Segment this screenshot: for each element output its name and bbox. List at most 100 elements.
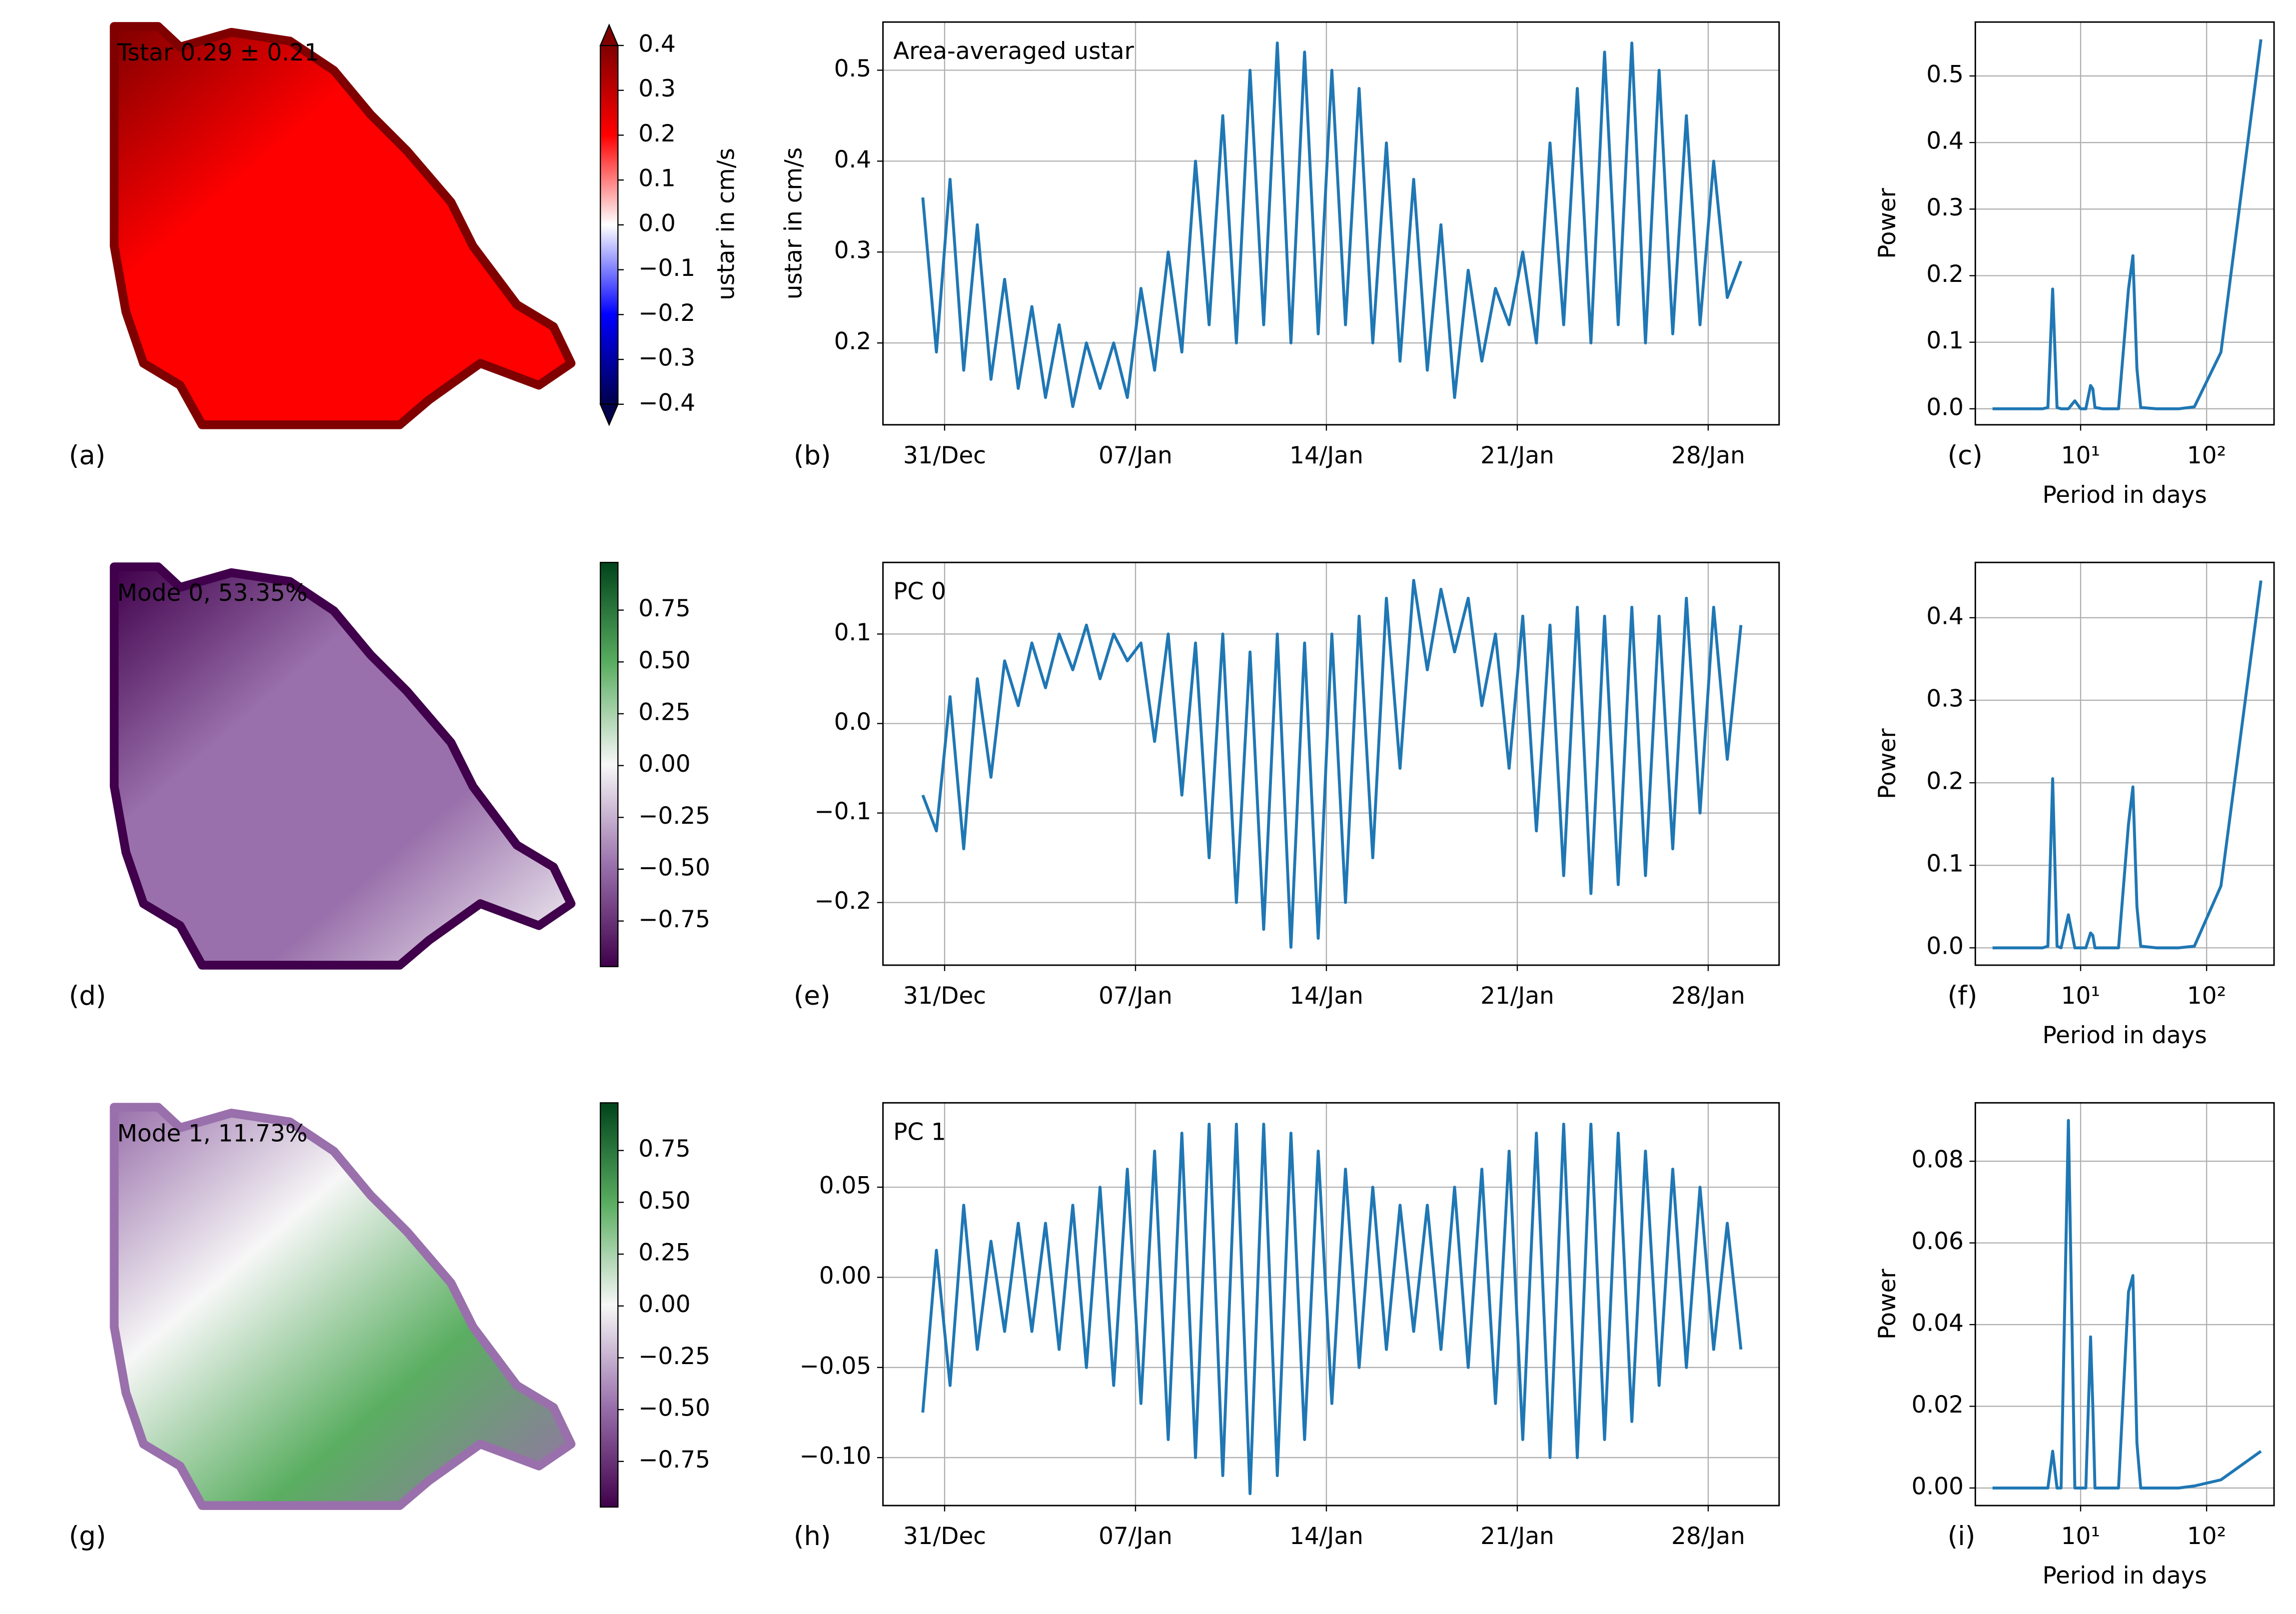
y-tick-label: 0.04 [1912,1310,1964,1337]
x-tick-label: 28/Jan [1671,982,1745,1010]
colorbar-tick-label: 0.00 [638,1291,690,1318]
data-line [1992,580,2263,950]
colorbar-tick-label: 0.75 [638,1135,690,1163]
data-line [1992,1119,2262,1490]
colorbar-extend-top [599,23,619,46]
y-tick-label: 0.00 [1912,1473,1964,1500]
axes-frame [882,21,1780,426]
axes-title: PC 1 [893,1118,946,1146]
colorbar-tick-label: 0.75 [638,595,690,622]
axes-frame [1974,1102,2275,1507]
y-tick-label: −0.1 [814,798,871,825]
colorbar-extend-bottom [599,403,619,426]
x-tick-label: 07/Jan [1099,442,1172,469]
x-tick-label: 07/Jan [1099,982,1172,1010]
panel-label: (f) [1948,981,1978,1011]
y-tick-label: 0.4 [1926,602,1964,630]
colorbar-tick-label: −0.75 [638,906,710,933]
colorbar-tick-label: 0.50 [638,1187,690,1215]
x-tick-label: 10² [2187,982,2226,1010]
x-tick-label: 31/Dec [903,442,986,469]
colorbar-tick-label: −0.2 [638,299,695,327]
panel-label: (c) [1948,440,1983,471]
y-tick-label: 0.4 [834,146,872,173]
y-tick-label: −0.10 [800,1443,872,1470]
y-axis-label: ustar in cm/s [780,147,807,300]
y-axis-label: Power [1874,1269,1901,1340]
panel-label: (b) [794,440,831,471]
panel-label: (e) [794,981,831,1011]
map-field [109,562,576,970]
y-tick-label: 0.02 [1912,1391,1964,1419]
x-tick-label: 10² [2187,1523,2226,1550]
y-tick-label: 0.0 [1926,393,1964,421]
colorbar [600,562,619,968]
colorbar-tick-label: 0.00 [638,750,690,778]
x-axis-label: Period in days [2043,1022,2207,1049]
colorbar-tick-label: 0.25 [638,1239,690,1267]
data-line [1992,39,2263,410]
y-tick-label: 0.1 [1926,850,1964,878]
axes-frame [1974,561,2275,966]
y-tick-label: 0.5 [1926,60,1964,88]
y-tick-label: 0.1 [1926,327,1964,354]
x-tick-label: 28/Jan [1671,1523,1745,1550]
x-tick-label: 14/Jan [1289,1523,1363,1550]
data-line [921,579,1743,949]
colorbar-label: ustar in cm/s [713,148,740,300]
x-axis-label: Period in days [2043,481,2207,509]
panel-label: (g) [69,1521,106,1552]
y-tick-label: 0.1 [834,619,872,646]
x-tick-label: 10¹ [2061,442,2100,469]
panel-label: (d) [69,981,106,1011]
y-tick-label: 0.06 [1912,1228,1964,1255]
x-tick-label: 21/Jan [1480,442,1554,469]
data-line [921,1122,1743,1496]
x-tick-label: 31/Dec [903,982,986,1010]
y-axis-label: Power [1874,187,1901,258]
colorbar-tick-label: −0.1 [638,254,695,282]
map-field [109,1103,576,1510]
colorbar-tick-label: 0.2 [638,120,676,147]
axes-frame [1974,21,2275,426]
panel-label: (i) [1948,1521,1976,1552]
axes-frame [882,1102,1780,1507]
y-tick-label: 0.5 [834,55,872,82]
colorbar [600,44,619,405]
y-tick-label: 0.0 [1926,933,1964,960]
colorbar-tick-label: −0.25 [638,1343,710,1370]
x-tick-label: 28/Jan [1671,442,1745,469]
axes-frame [882,561,1780,966]
y-tick-label: 0.4 [1926,127,1964,155]
colorbar-tick-label: 0.4 [638,30,676,57]
y-tick-label: 0.3 [1926,685,1964,712]
x-tick-label: 14/Jan [1289,442,1363,469]
y-tick-label: 0.05 [819,1172,871,1200]
y-tick-label: 0.08 [1912,1146,1964,1174]
map-field [109,22,576,429]
x-tick-label: 31/Dec [903,1523,986,1550]
panel-label: (h) [794,1521,831,1552]
x-axis-label: Period in days [2043,1562,2207,1590]
x-tick-label: 07/Jan [1099,1523,1172,1550]
y-tick-label: 0.3 [1926,194,1964,221]
x-tick-label: 14/Jan [1289,982,1363,1010]
y-tick-label: 0.2 [1926,260,1964,288]
y-tick-label: 0.2 [1926,768,1964,795]
colorbar-tick-label: −0.50 [638,1395,710,1422]
x-tick-label: 10¹ [2061,982,2100,1010]
colorbar-tick-label: 0.50 [638,647,690,674]
map-title: Mode 0, 53.35% [117,579,307,607]
y-tick-label: −0.05 [800,1352,872,1380]
colorbar-tick-label: 0.1 [638,165,676,192]
y-tick-label: 0.2 [834,328,872,355]
colorbar-tick-label: 0.25 [638,698,690,726]
map-title: Tstar 0.29 ± 0.21 [116,39,319,66]
x-tick-label: 10¹ [2061,1523,2100,1550]
data-line [921,41,1743,408]
colorbar-tick-label: −0.4 [638,389,695,416]
colorbar-tick-label: −0.50 [638,854,710,881]
y-tick-label: 0.0 [834,708,872,736]
